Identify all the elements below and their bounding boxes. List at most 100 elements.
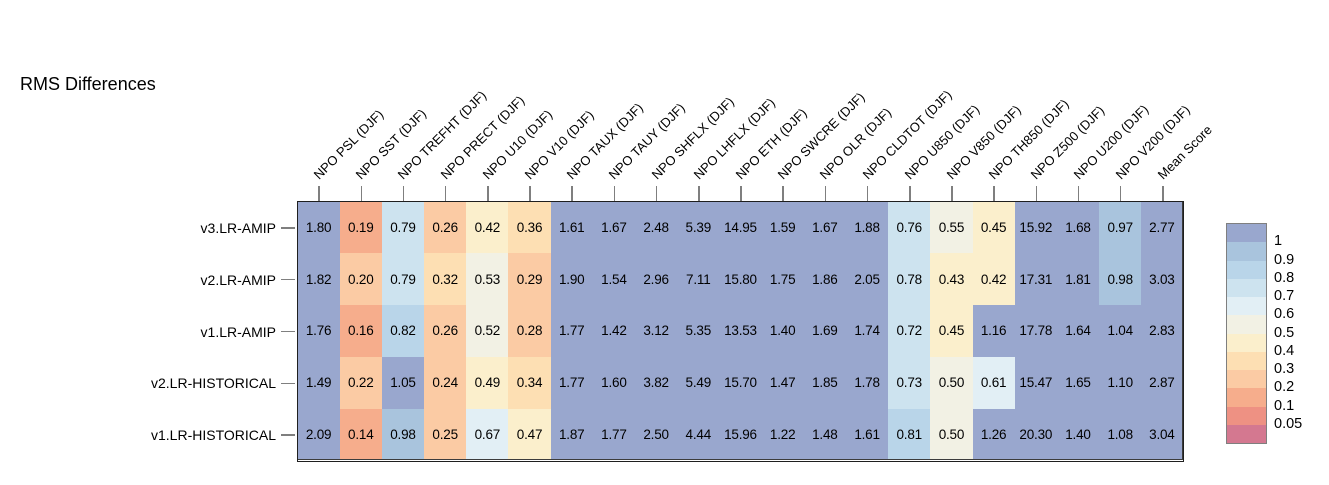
heatmap-cell: 1.81: [1056, 253, 1101, 307]
heatmap-cell: 1.61: [550, 201, 594, 255]
heatmap-cell: 17.31: [1014, 253, 1058, 307]
heatmap-cell: 15.70: [719, 356, 763, 410]
heatmap-cell: 3.82: [635, 356, 679, 410]
heatmap-cell: 14.95: [719, 201, 763, 255]
column-tick: [318, 186, 320, 201]
heatmap-cell: 0.55: [930, 201, 974, 255]
colorbar-band: [1227, 424, 1266, 444]
colorbar-tick-label: 1: [1274, 233, 1283, 250]
heatmap-cell: 1.60: [592, 356, 637, 410]
column-label: NPO V850 (DJF): [943, 102, 1024, 183]
colorbar-band: [1227, 315, 1266, 335]
column-tick: [866, 186, 869, 201]
heatmap-cell: 0.20: [339, 253, 383, 307]
heatmap-cell: 1.47: [761, 356, 805, 410]
heatmap-cell: 0.79: [381, 253, 426, 307]
colorbar-band: [1227, 406, 1266, 426]
heatmap-cell: 15.92: [1014, 201, 1058, 255]
colorbar-band: [1227, 260, 1266, 280]
heatmap-cell: 1.59: [761, 201, 805, 255]
colorbar-band: [1227, 351, 1266, 372]
column-tick: [360, 186, 363, 201]
heatmap-cell: 1.26: [972, 408, 1016, 461]
colorbar-tick-label: 0.05: [1274, 415, 1303, 432]
heatmap-cell: 0.49: [466, 356, 510, 410]
colorbar-band: [1227, 333, 1266, 353]
heatmap-cell: 2.50: [635, 408, 679, 461]
heatmap-cell: 1.77: [592, 408, 637, 461]
row-tick: [281, 227, 295, 229]
heatmap-cell: 0.50: [930, 356, 974, 410]
heatmap-cell: 0.45: [930, 305, 974, 358]
heatmap-cell: 1.88: [845, 201, 890, 255]
heatmap-cell: 0.29: [508, 253, 552, 307]
colorbar-tick-label: 0.6: [1274, 306, 1295, 323]
column-tick: [571, 186, 573, 201]
row-label: v2.LR-AMIP: [200, 271, 276, 288]
heatmap-cell: 1.69: [803, 305, 847, 358]
colorbar-band: [1227, 297, 1266, 317]
heatmap-cell: 2.87: [1141, 356, 1184, 410]
heatmap-cell: 0.47: [508, 408, 552, 461]
heatmap-cell: 1.10: [1099, 356, 1143, 410]
row-tick: [281, 382, 295, 385]
heatmap-cell: 20.30: [1014, 408, 1058, 461]
heatmap-cell: 1.64: [1056, 305, 1101, 358]
heatmap-cell: 1.22: [761, 408, 805, 461]
heatmap-cell: 0.16: [339, 305, 383, 358]
column-label: NPO U850 (DJF): [901, 101, 983, 183]
colorbar-band: [1227, 388, 1266, 408]
heatmap-cell: 0.32: [424, 253, 468, 307]
heatmap-cell: 15.80: [719, 253, 763, 307]
heatmap-cell: 5.49: [677, 356, 721, 410]
colorbar-band: [1227, 242, 1266, 262]
heatmap-cell: 0.73: [888, 356, 932, 410]
column-tick: [1077, 186, 1080, 201]
colorbar-tick-label: 0.9: [1274, 251, 1295, 268]
column-tick: [402, 186, 405, 201]
heatmap-cell: 1.68: [1056, 201, 1101, 255]
heatmap-cell: 1.85: [803, 356, 847, 410]
column-label: NPO V200 (DJF): [1112, 102, 1193, 183]
heatmap-cell: 2.83: [1141, 305, 1184, 358]
column-tick: [993, 186, 995, 201]
column-tick: [909, 186, 911, 201]
colorbar-band: [1227, 370, 1266, 390]
heatmap-cell: 0.97: [1099, 201, 1143, 255]
heatmap-cell: 0.76: [888, 201, 932, 255]
heatmap-cell: 5.39: [677, 201, 721, 255]
colorbar-tick-label: 0.3: [1274, 361, 1295, 378]
heatmap-cell: 0.98: [381, 408, 426, 461]
heatmap-cell: 0.67: [466, 408, 510, 461]
heatmap-cell: 1.87: [550, 408, 594, 461]
heatmap-cell: 0.52: [466, 305, 510, 358]
colorbar-tick-label: 0.5: [1274, 324, 1295, 341]
heatmap-cell: 0.26: [424, 201, 468, 255]
column-tick: [951, 186, 953, 201]
heatmap-cell: 1.48: [803, 408, 847, 461]
column-tick: [698, 186, 700, 201]
colorbar-tick-label: 0.8: [1274, 269, 1295, 286]
heatmap-cell: 0.81: [888, 408, 932, 461]
heatmap-cell: 0.98: [1099, 253, 1143, 307]
column-tick: [1162, 186, 1164, 201]
heatmap-cell: 1.04: [1099, 305, 1143, 358]
column-label: NPO U200 (DJF): [1070, 101, 1151, 183]
column-label: NPO TAUY (DJF): [606, 100, 689, 183]
heatmap-cell: 0.28: [508, 305, 552, 358]
column-tick: [529, 186, 531, 201]
heatmap-cell: 0.14: [339, 408, 383, 461]
heatmap-cell: 2.05: [845, 253, 890, 307]
column-tick: [824, 186, 827, 201]
heatmap-cell: 1.77: [550, 305, 594, 358]
heatmap-cell: 0.19: [339, 201, 383, 255]
column-label: NPO PSL (DJF): [310, 106, 387, 183]
row-tick: [281, 278, 295, 281]
heatmap-cell: 1.77: [550, 356, 594, 410]
heatmap-cell: 1.61: [845, 408, 890, 461]
heatmap-cell: 1.78: [845, 356, 890, 410]
row-label: v3.LR-AMIP: [200, 219, 276, 236]
heatmap-cell: 1.80: [297, 201, 341, 255]
heatmap-cell: 1.40: [1056, 408, 1101, 461]
heatmap-cell: 1.08: [1099, 408, 1143, 461]
